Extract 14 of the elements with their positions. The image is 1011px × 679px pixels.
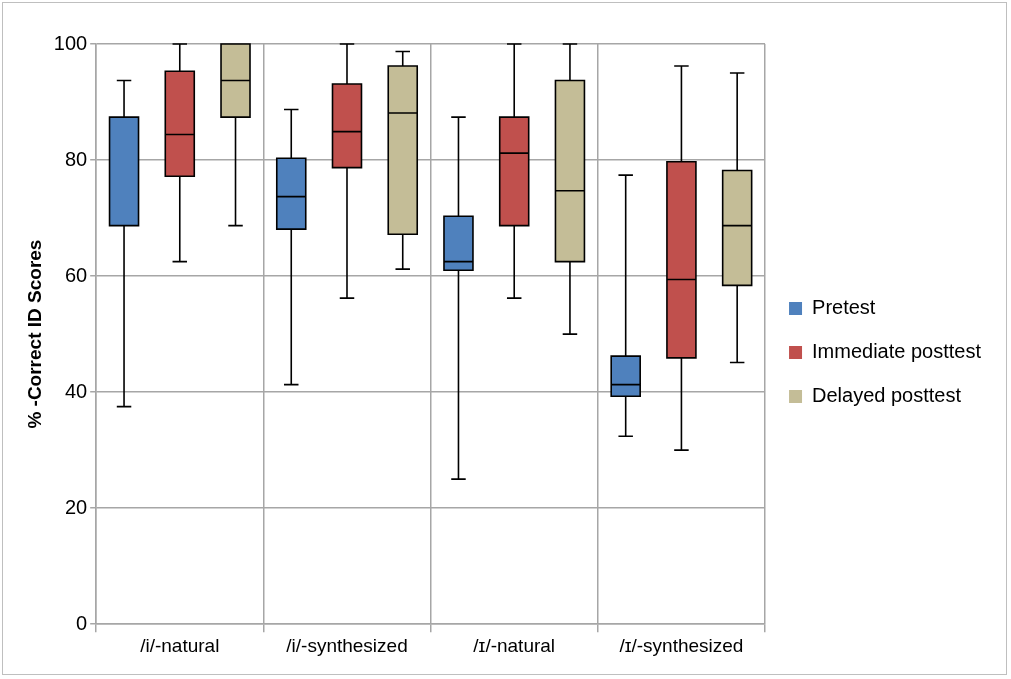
y-tick-label: 20	[64, 495, 88, 518]
x-tick-label: /i/-natural	[140, 634, 220, 656]
legend-label: Delayed posttest	[812, 384, 962, 407]
legend-label: Immediate posttest	[812, 340, 982, 363]
y-tick-label: 60	[64, 263, 88, 286]
y-tick-label: 80	[64, 147, 88, 170]
legend-label: Pretest	[812, 296, 876, 319]
y-axis-title: % -Correct ID Scores	[23, 239, 45, 429]
y-tick-label: 0	[76, 611, 88, 634]
y-tick-label: 40	[64, 379, 88, 402]
y-tick-label: 100	[53, 31, 88, 54]
x-tick-label: /ɪ/-synthesized	[619, 634, 744, 656]
x-tick-label: /i/-synthesized	[286, 634, 408, 656]
x-tick-label: /ɪ/-natural	[473, 634, 556, 656]
